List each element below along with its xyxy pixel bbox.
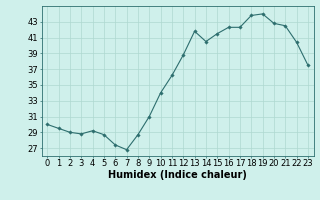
X-axis label: Humidex (Indice chaleur): Humidex (Indice chaleur): [108, 170, 247, 180]
